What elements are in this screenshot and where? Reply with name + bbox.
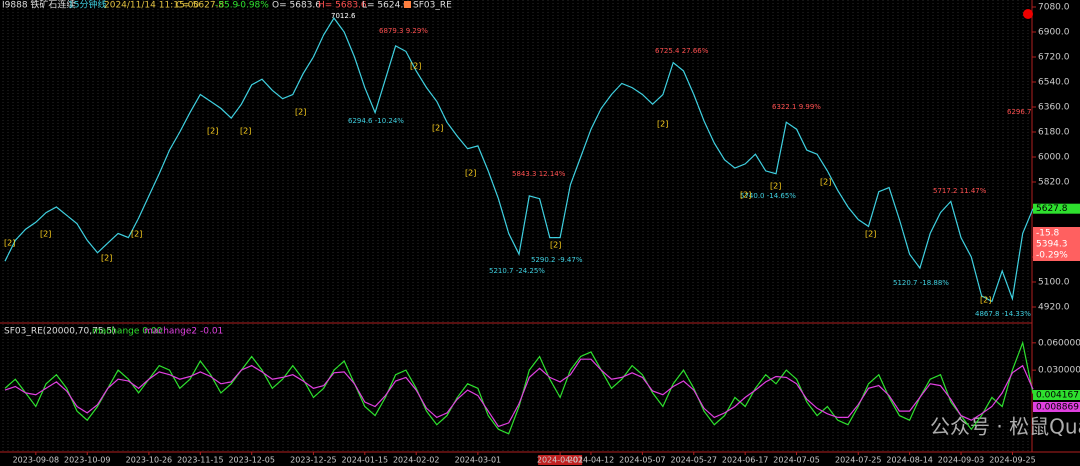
indicator-title: SF03_RE(20000,70,75,5) bbox=[4, 327, 116, 337]
last-price-box bbox=[1033, 203, 1080, 214]
indicator-icon bbox=[404, 1, 411, 8]
watermark: 公众号 · 松鼠Quant bbox=[930, 415, 1080, 439]
change: -55.9 bbox=[215, 1, 239, 11]
side-box-label: -15.8 bbox=[1036, 229, 1060, 239]
legend-entry: machange2 -0.01 bbox=[144, 327, 223, 337]
signal-label: [2] bbox=[101, 254, 112, 263]
series-line bbox=[4, 17, 1034, 303]
last-value-label: 0.004167 bbox=[1036, 391, 1079, 401]
y-tick-label: 5100.0 bbox=[1038, 278, 1070, 288]
signal-label: [2] bbox=[770, 182, 781, 191]
annotation: 6725.4 27.66% bbox=[655, 47, 709, 55]
annotation: 6322.1 9.99% bbox=[772, 103, 821, 111]
signal-label: [2] bbox=[40, 230, 51, 239]
signal-label: [2] bbox=[820, 178, 831, 187]
y-tick-label: 4920.0 bbox=[1038, 303, 1070, 313]
x-tick-label: 2024-09-25 bbox=[989, 456, 1036, 465]
signal-label: [2] bbox=[432, 124, 443, 133]
x-tick-label: 2023-10-09 bbox=[64, 456, 111, 465]
annotation: 4867.8 -14.33% bbox=[975, 310, 1031, 318]
x-tick-label: 2023-09-08 bbox=[13, 456, 60, 465]
legend-entry: machange 0.00 bbox=[92, 327, 163, 337]
high: H= 5683.6 bbox=[318, 1, 367, 11]
last-value-box bbox=[1033, 390, 1080, 400]
side-box bbox=[1033, 227, 1080, 261]
annotation: 5843.3 12.14% bbox=[512, 170, 566, 178]
signal-label: [2] bbox=[295, 108, 306, 117]
period: 15分钟线 bbox=[68, 0, 106, 11]
last-value-label: 0.008869 bbox=[1036, 403, 1079, 413]
y-tick-label: 6900.0 bbox=[1038, 28, 1070, 38]
signal-label: [2] bbox=[657, 120, 668, 129]
y-tick-label: 5820.0 bbox=[1038, 178, 1070, 188]
x-tick-label: 2023-12-05 bbox=[228, 456, 275, 465]
y-tick-label: 6000.0 bbox=[1038, 153, 1070, 163]
x-tick-label: 2023-10-26 bbox=[126, 456, 173, 465]
y-tick-label: 6180.0 bbox=[1038, 128, 1070, 138]
x-tick-label: 2024-07-05 bbox=[773, 456, 820, 465]
annotation: 7012.6 bbox=[331, 12, 356, 20]
signal-label: [2] bbox=[865, 230, 876, 239]
annotation: 6294.6 -10.24% bbox=[348, 117, 404, 125]
close: C= 5627.8 bbox=[176, 1, 224, 11]
signal-label: [2] bbox=[740, 191, 751, 200]
x-tick-label: 2024-06-17 bbox=[722, 456, 769, 465]
x-tick-label: 2024-03-01 bbox=[455, 456, 502, 465]
last-price-label: 5627.8 bbox=[1036, 204, 1068, 214]
y-tick-label: 6720.0 bbox=[1038, 53, 1070, 63]
signal-label: [2] bbox=[465, 169, 476, 178]
signal-label: [2] bbox=[131, 230, 142, 239]
x-tick-label: 2024-07-25 bbox=[835, 456, 882, 465]
x-tick-label: 2024-01-15 bbox=[342, 456, 389, 465]
x-tick-label: 2024-04-01 bbox=[537, 456, 584, 465]
y-tick-label: 6540.0 bbox=[1038, 78, 1070, 88]
open: O= 5683.6 bbox=[272, 1, 321, 11]
annotation: 5210.7 -24.25% bbox=[489, 267, 545, 275]
low: L= 5624.0 bbox=[362, 1, 409, 11]
signal-label: [2] bbox=[550, 241, 561, 250]
indicator-name: SF03_RE bbox=[413, 1, 452, 11]
side-box-label: -0.29% bbox=[1036, 251, 1068, 261]
time: 2024/11/14 11:15:00 bbox=[104, 1, 199, 11]
annotation: 5290.2 -9.47% bbox=[531, 256, 583, 264]
signal-label: [2] bbox=[4, 239, 15, 248]
x-label-highlight bbox=[538, 455, 583, 465]
y-tick-label: 0.060000 bbox=[1038, 338, 1080, 348]
x-tick-label: 2024-05-27 bbox=[671, 456, 718, 465]
y-tick-label: 0.030000 bbox=[1038, 366, 1080, 376]
last-value-box bbox=[1033, 402, 1080, 412]
x-tick-label: 2024-02-02 bbox=[393, 456, 440, 465]
signal-label: [2] bbox=[207, 127, 218, 136]
signal-label: [2] bbox=[240, 127, 251, 136]
x-tick-label: 2024-08-14 bbox=[886, 456, 933, 465]
annotation: 5717.2 11.47% bbox=[933, 187, 987, 195]
x-tick-label: 2023-12-25 bbox=[290, 456, 337, 465]
grid bbox=[2, 0, 1029, 452]
x-tick-label: 2024-04-12 bbox=[568, 456, 615, 465]
side-box-label: 5394.3 bbox=[1036, 240, 1068, 250]
annotation: 6879.3 9.29% bbox=[379, 27, 428, 35]
signal-label: [2] bbox=[410, 62, 421, 71]
signal-label: [2] bbox=[980, 296, 991, 305]
x-tick-label: 2023-11-15 bbox=[177, 456, 224, 465]
symbol: I9888 铁矿石连续 bbox=[2, 0, 75, 11]
x-tick-label: 2024-05-07 bbox=[619, 456, 666, 465]
y-tick-label: 6360.0 bbox=[1038, 103, 1070, 113]
annotation: 6296.7 bbox=[1007, 108, 1032, 116]
x-tick-label: 2024-09-03 bbox=[938, 456, 985, 465]
change-pct: -0.98% bbox=[237, 1, 269, 11]
series-line bbox=[4, 358, 1034, 428]
annotation: 5740.0 -14.65% bbox=[740, 192, 796, 200]
alert-dot bbox=[1023, 9, 1033, 19]
y-tick-label: 7080.0 bbox=[1038, 3, 1070, 13]
annotation: 5120.7 -18.88% bbox=[893, 279, 949, 287]
